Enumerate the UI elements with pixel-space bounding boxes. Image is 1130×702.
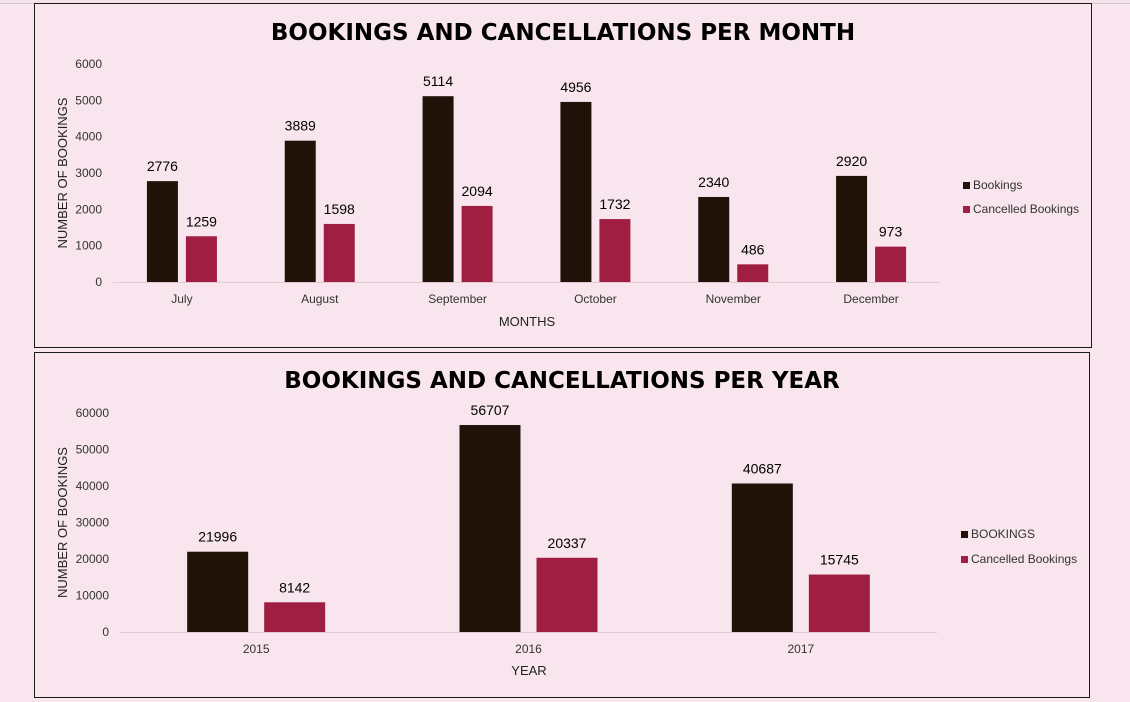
y-tick-label: 0 [102,625,109,639]
legend-swatch-bookings [963,182,970,189]
legend-label-cancelled: Cancelled Bookings [971,552,1077,566]
bar-cancelled [808,574,870,632]
chart-title: BOOKINGS AND CANCELLATIONS PER YEAR [284,368,840,394]
data-label: 40687 [743,460,782,476]
yearly-chart-panel[interactable]: BOOKINGS AND CANCELLATIONS PER YEAR 0 1000… [34,352,1090,698]
legend-label-cancelled: Cancelled Bookings [973,202,1079,216]
bar-bookings [560,101,592,282]
data-label: 486 [741,241,765,257]
bar-cancelled [264,602,326,632]
legend-swatch-bookings [961,531,968,538]
data-label: 3889 [285,118,316,134]
data-label: 15745 [820,552,859,568]
data-label: 2920 [836,153,867,169]
bar-bookings [187,551,249,632]
data-label: 21996 [198,529,237,545]
data-label: 20337 [548,535,587,551]
bar-cancelled [185,236,217,282]
data-label: 1259 [186,213,217,229]
bar-cancelled [737,264,769,282]
y-tick-label: 50000 [76,443,110,457]
bar-cancelled [875,246,907,282]
data-label: 56707 [471,402,510,418]
data-label: 2340 [698,174,729,190]
y-tick-label: 6000 [75,57,102,71]
yearly-chart-svg: BOOKINGS AND CANCELLATIONS PER YEAR 0 1000… [55,368,1077,678]
data-label: 2094 [462,183,493,199]
data-label: 4956 [560,79,591,95]
bar-bookings [459,425,521,632]
y-axis-title: NUMBER OF BOOKINGS [55,97,70,248]
y-tick-label: 0 [95,275,102,289]
x-tick-label: November [706,292,761,306]
bar-bookings [731,483,793,632]
x-tick-label: August [301,292,339,306]
data-label: 2776 [147,158,178,174]
y-axis-title: NUMBER OF BOOKINGS [55,447,70,598]
x-axis-title: YEAR [511,663,546,678]
y-tick-label: 5000 [75,93,102,107]
bar-cancelled [323,223,355,282]
bar-bookings [146,181,178,282]
monthly-chart-panel[interactable]: BOOKINGS AND CANCELLATIONS PER MONTH 0 100… [34,3,1092,348]
legend-swatch-cancelled [961,556,968,563]
bar-bookings [698,196,730,282]
bar-bookings [836,175,868,282]
x-tick-label: 2015 [243,642,270,656]
data-label: 973 [879,224,903,240]
bar-bookings [422,96,454,282]
x-tick-label: October [574,292,617,306]
legend-label-bookings: Bookings [973,178,1022,192]
y-tick-label: 40000 [76,479,110,493]
y-tick-label: 4000 [75,130,102,144]
x-tick-label: 2017 [787,642,814,656]
data-label: 1598 [324,201,355,217]
bar-bookings [284,140,316,282]
data-label: 5114 [423,73,453,89]
legend-swatch-cancelled [963,206,970,213]
data-label: 1732 [599,196,630,212]
y-tick-label: 1000 [75,239,102,253]
data-label: 8142 [279,579,310,595]
monthly-chart-svg: BOOKINGS AND CANCELLATIONS PER MONTH 0 100… [55,20,1079,329]
x-tick-label: 2016 [515,642,542,656]
bar-cancelled [461,205,493,282]
bar-cancelled [599,219,631,282]
x-axis-title: MONTHS [499,314,556,329]
x-tick-label: July [171,292,192,306]
legend-label-bookings: BOOKINGS [971,527,1035,541]
bar-cancelled [536,557,598,632]
y-tick-label: 3000 [75,166,102,180]
chart-title: BOOKINGS AND CANCELLATIONS PER MONTH [271,20,855,46]
y-tick-label: 2000 [75,202,102,216]
y-tick-label: 20000 [76,552,110,566]
y-tick-label: 60000 [76,406,110,420]
x-tick-label: September [428,292,487,306]
y-tick-label: 10000 [76,589,110,603]
y-tick-label: 30000 [76,516,110,530]
x-tick-label: December [843,292,898,306]
